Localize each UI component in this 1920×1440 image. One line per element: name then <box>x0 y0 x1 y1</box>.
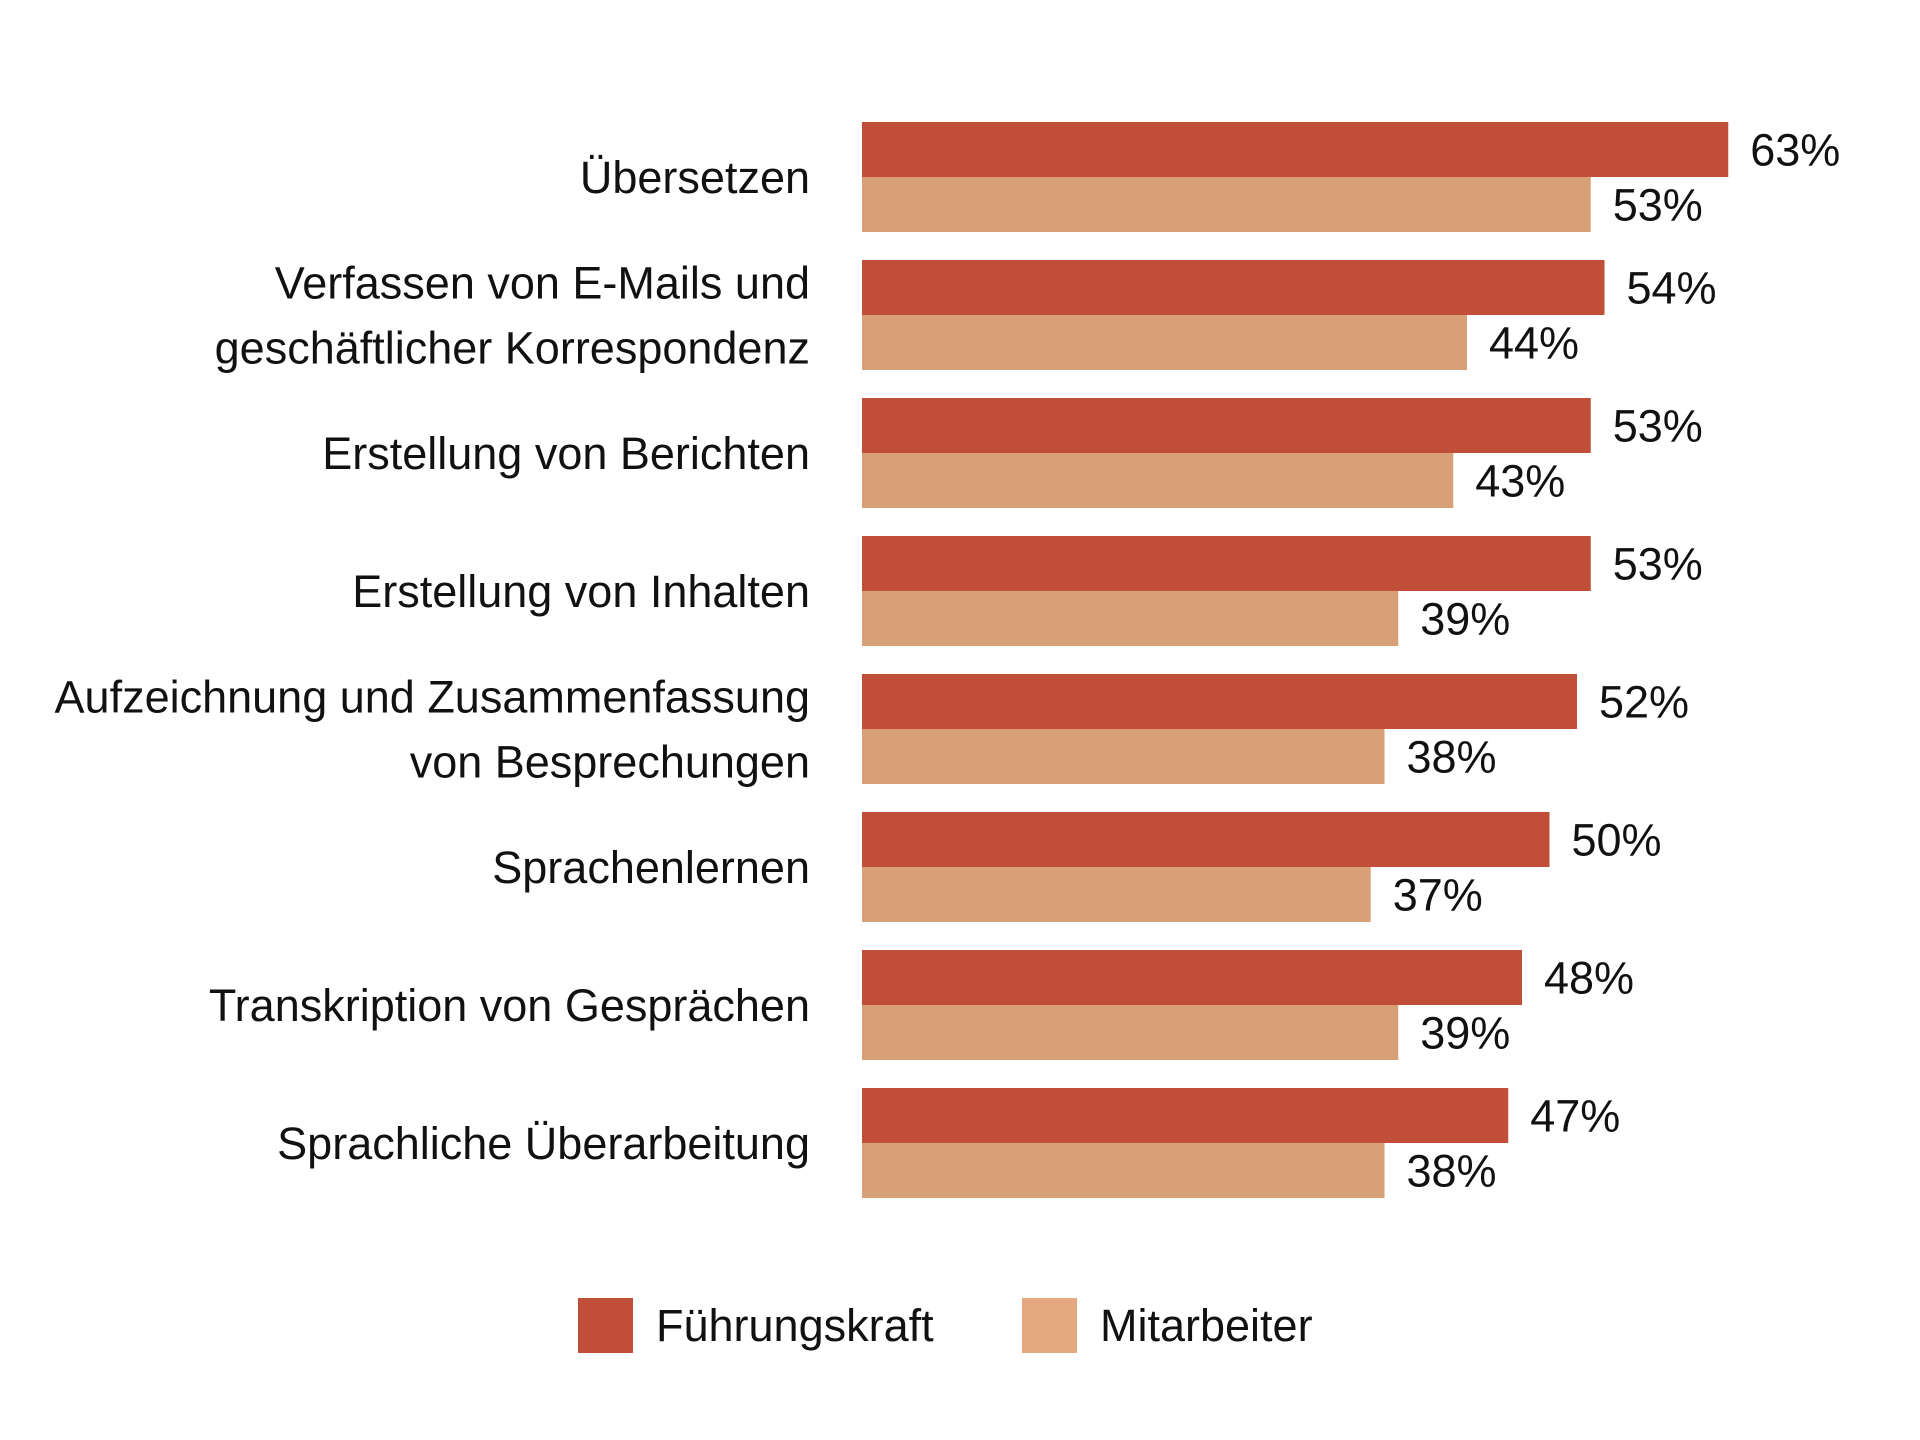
bar-fuehrungskraft-7 <box>862 1088 1509 1143</box>
value-label-fuehrungskraft-3: 53% <box>1613 539 1703 590</box>
bar-fuehrungskraft-3 <box>862 536 1591 591</box>
legend: Führungskraft Mitarbeiter <box>578 1298 1313 1353</box>
bar-mitarbeiter-0 <box>862 177 1591 232</box>
category-label-0: Übersetzen <box>580 152 810 203</box>
category-label-4-line-0: Aufzeichnung und Zusammenfassung <box>55 672 810 723</box>
bar-mitarbeiter-1 <box>862 315 1467 370</box>
value-label-mitarbeiter-0: 53% <box>1613 180 1703 231</box>
legend-label-mitarbeiter: Mitarbeiter <box>1100 1300 1313 1351</box>
value-label-mitarbeiter-6: 39% <box>1420 1008 1510 1059</box>
bar-fuehrungskraft-4 <box>862 674 1577 729</box>
category-label-4-line-1: von Besprechungen <box>410 737 810 788</box>
value-label-fuehrungskraft-4: 52% <box>1599 677 1689 728</box>
category-label-6: Transkription von Gesprächen <box>209 980 810 1031</box>
value-label-mitarbeiter-1: 44% <box>1489 318 1579 369</box>
value-label-mitarbeiter-7: 38% <box>1407 1146 1497 1197</box>
bar-fuehrungskraft-1 <box>862 260 1605 315</box>
category-label-1-line-0: Verfassen von E-Mails und <box>275 258 810 309</box>
category-label-1-line-1: geschäftlicher Korrespondenz <box>215 323 810 374</box>
value-label-mitarbeiter-5: 37% <box>1393 870 1483 921</box>
value-label-mitarbeiter-2: 43% <box>1475 456 1565 507</box>
bars-group <box>862 122 1729 1198</box>
category-label-3: Erstellung von Inhalten <box>352 566 810 617</box>
category-label-7: Sprachliche Überarbeitung <box>277 1118 810 1169</box>
bar-mitarbeiter-2 <box>862 453 1454 508</box>
bar-mitarbeiter-5 <box>862 867 1371 922</box>
legend-swatch-fuehrungskraft <box>578 1298 633 1353</box>
value-label-mitarbeiter-3: 39% <box>1420 594 1510 645</box>
value-label-fuehrungskraft-0: 63% <box>1750 125 1840 176</box>
category-label-2: Erstellung von Berichten <box>322 428 810 479</box>
value-label-fuehrungskraft-5: 50% <box>1572 815 1662 866</box>
value-label-fuehrungskraft-2: 53% <box>1613 401 1703 452</box>
value-label-fuehrungskraft-1: 54% <box>1627 263 1717 314</box>
bar-mitarbeiter-7 <box>862 1143 1385 1198</box>
category-label-5: Sprachenlernen <box>492 842 810 893</box>
bar-mitarbeiter-6 <box>862 1005 1399 1060</box>
category-labels: Übersetzen Verfassen von E-Mails und gesch… <box>55 152 810 1169</box>
bar-fuehrungskraft-6 <box>862 950 1522 1005</box>
value-label-mitarbeiter-4: 38% <box>1407 732 1497 783</box>
value-label-fuehrungskraft-7: 47% <box>1530 1091 1620 1142</box>
legend-label-fuehrungskraft: Führungskraft <box>656 1300 934 1351</box>
bar-mitarbeiter-3 <box>862 591 1399 646</box>
bar-fuehrungskraft-0 <box>862 122 1729 177</box>
bar-mitarbeiter-4 <box>862 729 1385 784</box>
bar-fuehrungskraft-2 <box>862 398 1591 453</box>
value-label-fuehrungskraft-6: 48% <box>1544 953 1634 1004</box>
legend-swatch-mitarbeiter <box>1022 1298 1077 1353</box>
value-labels: 63% 53% 54% 44% 53% 43% 53% 39% 52% 38% 50% 37% 48% 3… <box>1393 125 1841 1197</box>
bar-fuehrungskraft-5 <box>862 812 1550 867</box>
